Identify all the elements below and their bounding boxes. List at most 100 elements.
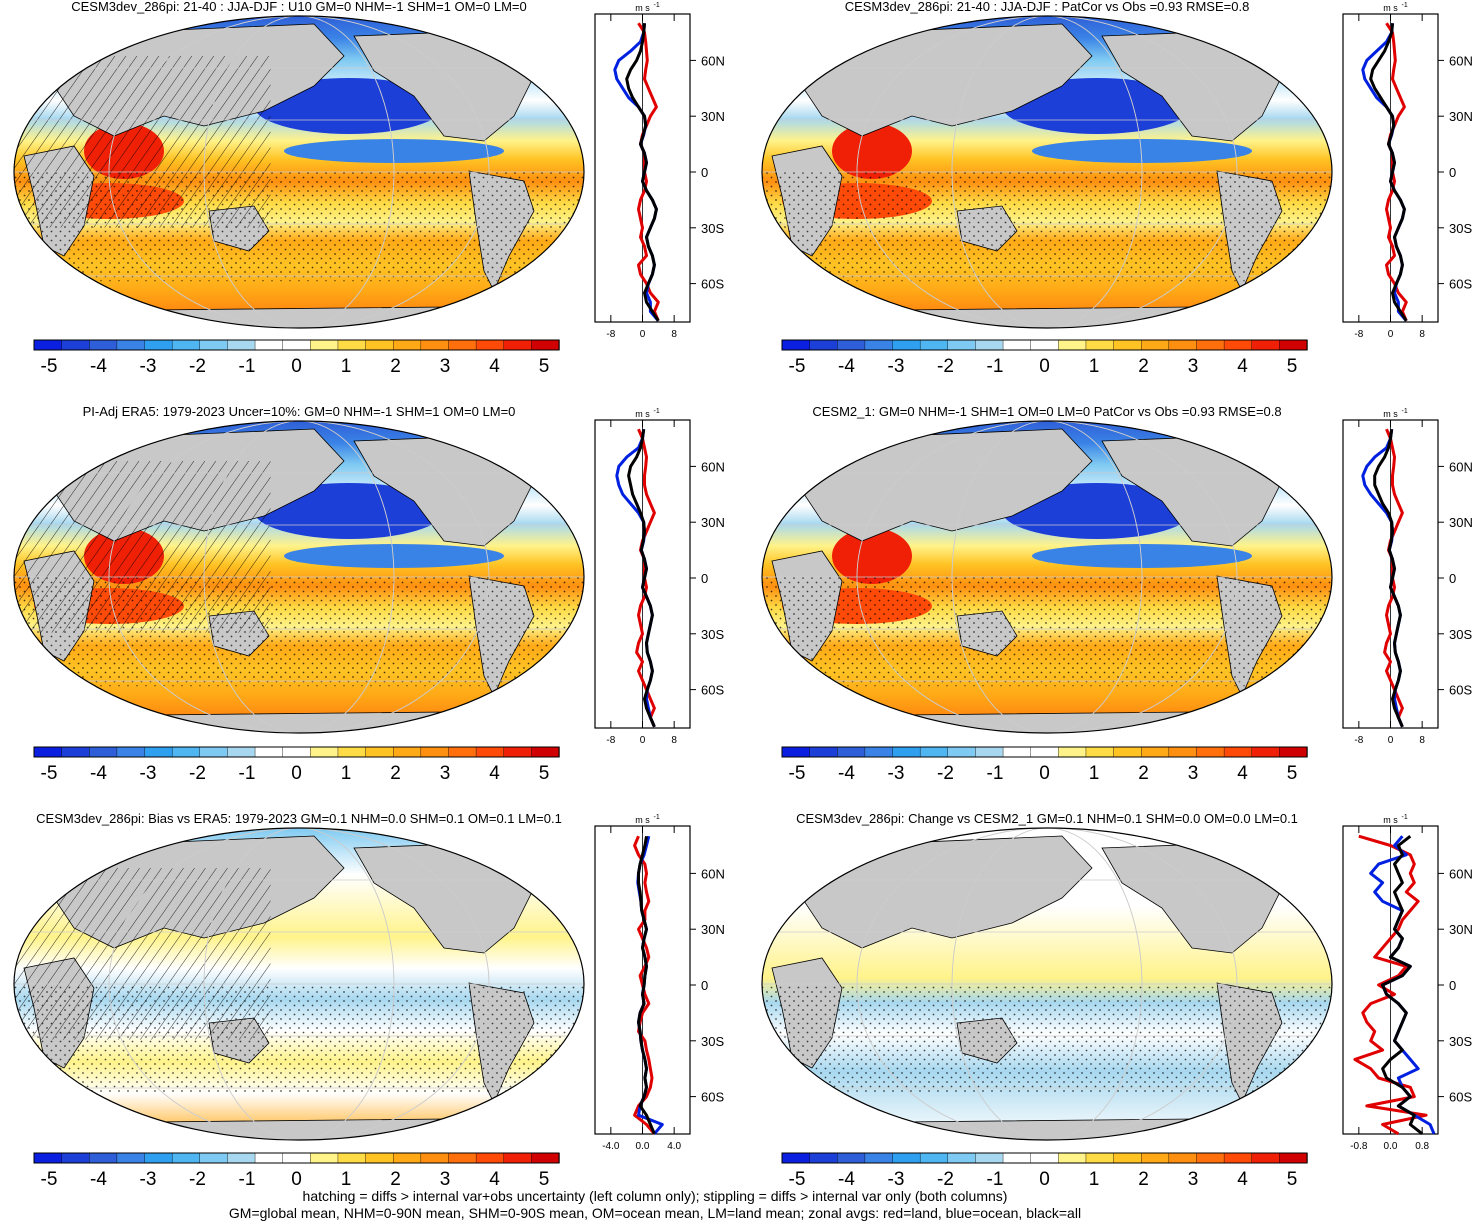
- colorbar-tick-label: 1: [341, 1169, 352, 1190]
- colorbar-tick-label: 0: [291, 1169, 302, 1190]
- profile-lat-label: 30S: [701, 221, 724, 236]
- profile-lat-label: 60N: [1449, 459, 1473, 474]
- colorbar-tick-label: -1: [239, 763, 256, 784]
- colorbar-tick-label: -1: [239, 356, 256, 377]
- colorbar-tick-label: 2: [390, 1169, 401, 1190]
- graticule-lon: [108, 421, 490, 733]
- colorbar-tick-label: 1: [1089, 356, 1100, 377]
- colorbar-tick-label: 3: [440, 1169, 451, 1190]
- stippling-overlay: [762, 577, 1332, 687]
- colorbar-swatch: [33, 1152, 63, 1164]
- colorbar-tick-label: -2: [937, 763, 954, 784]
- colorbar-swatch: [503, 339, 533, 351]
- profile-lat-label: 30S: [1449, 221, 1472, 236]
- profile-lat-label: 60N: [1449, 53, 1473, 68]
- profile-unit-exponent: -1: [654, 2, 660, 9]
- zonal-profile-bottom-right: m s -1 -0.8 0.0 0.8 60N 30N 0 30S 60S: [1342, 814, 1473, 1152]
- colorbar: -5 -4 -3 -2 -1 0 1 2 3 4 5: [33, 1152, 560, 1190]
- colorbar-swatch: [1168, 1152, 1198, 1164]
- colorbar-swatch: [282, 746, 312, 758]
- land-antarctica: [780, 305, 1324, 328]
- profile-lat-label: 30N: [701, 109, 725, 124]
- graticule-lon: [108, 16, 490, 328]
- colorbar-tick-label: 5: [539, 1169, 550, 1190]
- colorbar-tick-label: 2: [390, 356, 401, 377]
- profile-unit-label: m s: [1383, 409, 1398, 419]
- colorbar-tick-label: -4: [838, 763, 855, 784]
- colorbar-tick-label: -1: [987, 1169, 1004, 1190]
- colorbar-swatch: [1196, 1152, 1225, 1164]
- profile-unit-label: m s: [635, 3, 650, 13]
- colorbar-tick-label: -4: [90, 763, 107, 784]
- colorbar-swatch: [420, 746, 450, 758]
- colorbar-frame: [33, 339, 560, 351]
- colorbar-frame: [33, 1152, 560, 1164]
- colorbar-tick-label: -2: [189, 763, 206, 784]
- colorbar-swatch: [282, 339, 312, 351]
- map-title: CESM3dev_286pi: 21-40 : JJA-DJF : PatCor…: [845, 0, 1250, 14]
- colorbar-swatch: [365, 339, 394, 351]
- colorbar-tick-label: 0: [1039, 1169, 1050, 1190]
- colorbar-tick-label: 5: [1287, 763, 1298, 784]
- all-mean-curve: [637, 835, 656, 1135]
- colorbar-swatch: [975, 1152, 1004, 1164]
- map-outline: [761, 827, 1333, 1141]
- map-outline: [761, 420, 1333, 734]
- profile-lat-label: 60N: [701, 866, 725, 881]
- colorbar-swatch: [919, 746, 949, 758]
- colorbar-swatch: [475, 746, 505, 758]
- graticule-lon: [203, 16, 395, 328]
- colorbar-swatch: [1279, 746, 1308, 758]
- colorbar-tick-label: 1: [341, 763, 352, 784]
- profile-lat-label: 30N: [701, 515, 725, 530]
- profile-lat-label: 0: [701, 165, 708, 180]
- profile-lat-label: 60N: [1449, 866, 1473, 881]
- colorbar-tick-label: -3: [888, 763, 905, 784]
- colorbar-swatch: [864, 746, 894, 758]
- land-mean-curve: [633, 835, 656, 1135]
- map-outline: [13, 827, 585, 1141]
- colorbar-swatch: [144, 746, 173, 758]
- colorbar-tick-label: -2: [189, 1169, 206, 1190]
- colorbar-swatch: [199, 1152, 229, 1164]
- colorbar-tick-label: 4: [489, 763, 500, 784]
- indian-ocean-high-anomaly: [832, 528, 912, 584]
- colorbar-swatch: [1002, 339, 1032, 351]
- colorbar-swatch: [919, 1152, 949, 1164]
- colorbar-swatch: [365, 746, 394, 758]
- zonal-profile-middle-right: m s -1 -8 0 8 60N 30N 0 30S 60S: [1342, 408, 1473, 746]
- colorbar-swatch: [1279, 1152, 1308, 1164]
- colorbar-tick-label: -4: [838, 356, 855, 377]
- colorbar-tick-label: 4: [1237, 1169, 1248, 1190]
- map-panel-bottom-right: CESM3dev_286pi: Change vs CESM2_1 GM=0.1…: [761, 811, 1333, 1141]
- colorbar-swatch: [116, 746, 146, 758]
- profile-unit-label: m s: [1383, 3, 1398, 13]
- profile-xtick-label: -8: [1354, 735, 1363, 746]
- colorbar-swatch: [448, 339, 477, 351]
- colorbar: -5 -4 -3 -2 -1 0 1 2 3 4 5: [781, 339, 1308, 377]
- colorbar-tick-label: -5: [789, 356, 806, 377]
- colorbar-tick-label: 3: [1188, 763, 1199, 784]
- colorbar-swatch: [393, 746, 422, 758]
- profile-unit-label: m s: [635, 409, 650, 419]
- profile-unit-exponent: -1: [654, 408, 660, 415]
- colorbar-swatch: [89, 746, 118, 758]
- colorbar-tick-label: -4: [90, 1169, 107, 1190]
- colorbar-swatch: [448, 746, 477, 758]
- profile-xtick-label: -8: [1354, 329, 1363, 340]
- profile-lat-label: 30S: [1449, 1034, 1472, 1049]
- colorbar-swatch: [475, 1152, 505, 1164]
- profile-lat-label: 30N: [1449, 109, 1473, 124]
- colorbar-swatch: [531, 1152, 560, 1164]
- colorbar-swatch: [531, 339, 560, 351]
- profile-xtick-label: -4.0: [602, 1141, 620, 1152]
- colorbar-swatch: [809, 746, 838, 758]
- profile-unit-exponent: -1: [1402, 814, 1408, 821]
- colorbar-tick-label: 0: [291, 763, 302, 784]
- profile-lat-label: 30S: [1449, 627, 1472, 642]
- colorbar-tick-label: -3: [140, 763, 157, 784]
- colorbar-swatch: [144, 1152, 173, 1164]
- colorbar-swatch: [837, 1152, 866, 1164]
- colorbar-tick-label: 5: [1287, 1169, 1298, 1190]
- colorbar-tick-label: -2: [937, 1169, 954, 1190]
